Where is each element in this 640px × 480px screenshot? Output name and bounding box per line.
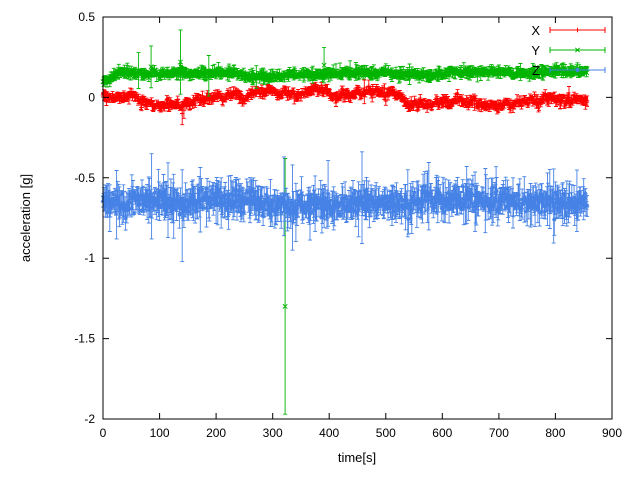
legend-item-z: Z [532, 63, 606, 78]
y-axis-label: acceleration [g] [18, 174, 33, 262]
x-axis-label: time[s] [338, 450, 376, 465]
legend-label-x: X [531, 23, 540, 38]
x-tick-label: 900 [602, 426, 622, 440]
y-tick-label: 0.5 [78, 10, 95, 24]
legend: X Y Z [531, 23, 606, 78]
x-tick-label: 600 [432, 426, 452, 440]
y-tick-label: -0.5 [74, 171, 95, 185]
tick-labels: 0 100 200 300 400 500 600 700 800 900 0.5 0 -0.5 -1 -1… [74, 10, 622, 440]
y-tick-label: -1.5 [74, 332, 95, 346]
y-tick-label: 0 [88, 90, 95, 104]
legend-sample-z-icon [549, 67, 606, 73]
x-tick-label: 500 [376, 426, 396, 440]
x-tick-label: 200 [206, 426, 226, 440]
y-tick-label: -1 [84, 251, 95, 265]
legend-item-y: Y [531, 43, 606, 58]
legend-sample-x-icon [549, 27, 606, 33]
x-tick-label: 300 [263, 426, 283, 440]
plot-border [102, 16, 613, 420]
x-tick-label: 800 [545, 426, 565, 440]
axis-tick-marks [102, 16, 613, 420]
legend-label-y: Y [531, 43, 540, 58]
legend-label-z: Z [532, 63, 540, 78]
series-layer [100, 29, 590, 415]
x-tick-label: 0 [100, 426, 107, 440]
legend-sample-y-icon [549, 47, 606, 53]
x-tick-label: 400 [319, 426, 339, 440]
x-tick-label: 700 [489, 426, 509, 440]
y-tick-label: -2 [84, 412, 95, 426]
legend-item-x: X [531, 23, 606, 38]
x-tick-label: 100 [150, 426, 170, 440]
